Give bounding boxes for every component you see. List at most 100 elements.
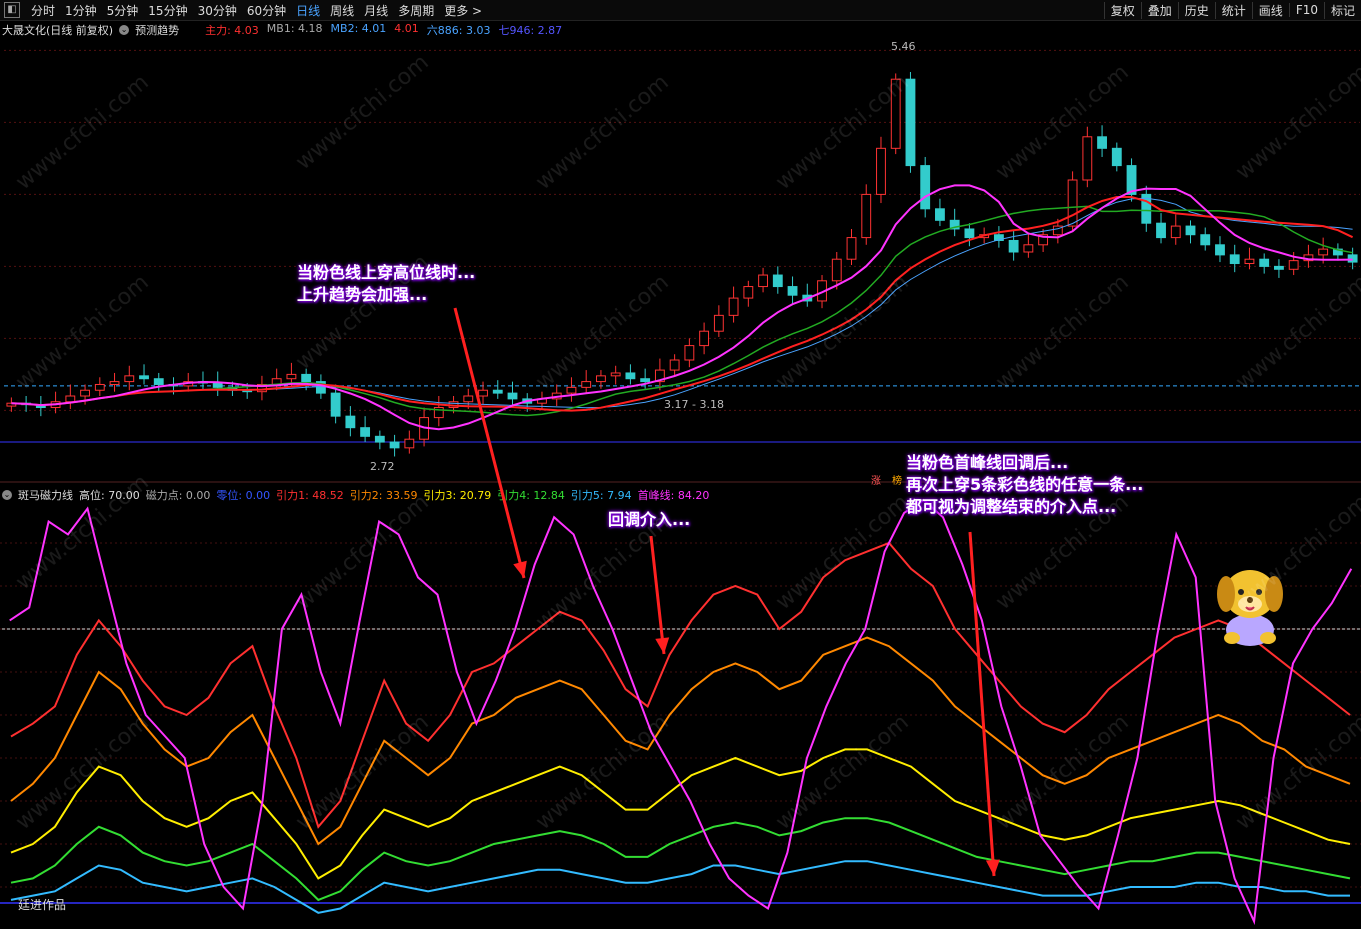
arrow-entry-head [985,859,1000,876]
period-tab-1[interactable]: 1分钟 [65,3,97,18]
candle-body [1170,225,1181,239]
callout-cross-high: 当粉色线上穿高位线时... 上升趋势会加强... [297,262,475,306]
candle-body [566,386,577,394]
candle-body [1156,222,1166,239]
candle-body [654,369,665,383]
main-indicator-value-2: MB2: 4.01 [330,22,387,35]
candle-body [949,219,960,230]
candle-body [964,228,975,239]
toolbar-button-2[interactable]: 历史 [1177,1,1215,19]
candle-body [1126,165,1137,195]
candle-body [787,286,798,296]
toolbar-button-4[interactable]: 画线 [1251,1,1289,19]
candle-body [286,373,297,380]
candle-body [1038,234,1049,246]
callout-2-line-1: 回调介入... [608,510,691,529]
candle-body [1008,239,1019,253]
sub-indicator-value-0: 高位: 70.00 [79,489,140,502]
sub-indicator-value-6: 引力4: 12.84 [497,489,565,502]
rise-badge: 涨 [871,476,881,487]
candle-body [6,402,17,407]
period-tab-2[interactable]: 5分钟 [106,3,139,18]
candle-body [1274,265,1284,270]
toolbar-button-0[interactable]: 复权 [1103,1,1141,19]
candle-body [993,234,1004,241]
toolbar-button-6[interactable]: 标记 [1323,1,1361,19]
sub-indicator-value-5: 引力3: 20.79 [423,489,492,502]
candle-body [1200,234,1211,246]
toolbar-button-3[interactable]: 统计 [1214,1,1252,19]
period-tab-4[interactable]: 30分钟 [197,3,237,18]
candle-body [1244,258,1255,265]
candle-body [640,378,651,383]
stock-title: 大晟文化(日线 前复权) [2,24,114,37]
candle-body [610,372,621,377]
arrow-cross-high-shaft [453,307,526,579]
candle-body [743,286,754,299]
candle-body [1318,248,1329,256]
arrow-pullback-head [655,637,670,654]
candle-body [1097,136,1107,149]
series-line-首峰线 [9,498,1353,926]
period-tab-8[interactable]: 月线 [364,3,389,18]
main-indicator-value-0: 主力: 4.03 [205,24,259,37]
candle-body [581,381,592,388]
sub-info-line: ⌄ 斑马磁力线 高位: 70.00 磁力点: 0.00 零位: 0.00 引力1: 4… [2,487,709,503]
candle-body [301,373,312,383]
candle-body [153,378,164,385]
sub-indicator-dropdown-icon[interactable]: ⌄ [2,490,12,500]
toolbar-button-1[interactable]: 叠加 [1140,1,1178,19]
ma-line-green [11,205,1353,417]
candle-body [625,372,636,380]
arrow-pullback-shaft [649,535,666,655]
sub-indicator-value-3: 引力1: 48.52 [276,489,344,502]
candle-body [935,208,945,221]
sub-indicator-value-1: 磁力点: 0.00 [145,489,211,502]
sub-indicator-name[interactable]: 斑马磁力线 [18,489,73,502]
candle-body [1347,254,1358,263]
main-indicator-name[interactable]: 预测趋势 [135,24,180,37]
main-indicator-value-3: 4.01 [394,22,419,35]
callout-3-line-1: 当粉色首峰线回调后... [906,453,1069,472]
candle-body [831,258,842,282]
period-tab-3[interactable]: 15分钟 [148,3,188,18]
puppy-mascot-icon [1217,570,1283,646]
window-menu-icon[interactable]: ◧ [4,2,20,18]
candle-body [758,274,768,288]
period-tab-0[interactable]: 分时 [31,3,56,18]
ma-line-main [11,196,1354,412]
candle-body [94,383,105,391]
candle-body [80,389,90,397]
author-label: 廷进作品 [18,898,67,912]
indicator-dropdown-icon[interactable]: ⌄ [119,25,130,35]
candle-body [861,193,872,239]
sub-indicator-value-4: 引力2: 33.59 [349,489,418,502]
callout-pullback: 回调介入... [608,509,690,531]
candle-body [257,383,267,393]
candle-body [404,438,415,449]
main-indicator-value-5: 七946: 2.87 [498,24,563,37]
period-tab-7[interactable]: 周线 [330,3,355,18]
range-price-label: 3.17 - 3.18 [664,398,724,411]
toolbar-button-5[interactable]: F10 [1288,3,1324,17]
candle-body [315,381,326,394]
period-tab-5[interactable]: 60分钟 [246,3,287,18]
candle-body [65,395,76,403]
callout-3-line-2: 再次上穿5条彩色线的任意一条... [906,475,1144,494]
candle-body [463,395,474,403]
candle-body [478,389,488,397]
period-toolbar: ◧ 分时 1分钟 5分钟 15分钟 30分钟 60分钟 日线 周线 月线 多周期 更多 > 复权 叠加… [0,0,1361,21]
candle-body [109,381,120,385]
series-line-引力4 [10,817,1351,902]
toolbar-right-buttons: 复权 叠加 历史 统计 画线 F10 标记 [1103,0,1361,20]
candle-body [684,345,695,361]
series-line-引力1 [10,541,1351,829]
period-tab-9[interactable]: 多周期 [398,3,435,18]
period-tab-10[interactable]: 更多 > [444,3,483,18]
candle-body [330,392,341,417]
callout-entry: 当粉色首峰线回调后... 再次上穿5条彩色线的任意一条... 都可视为调整结束的… [906,452,1143,518]
candle-body [713,314,724,332]
callout-1-line-2: 上升趋势会加强... [297,285,428,304]
period-tab-6[interactable]: 日线 [296,3,321,18]
